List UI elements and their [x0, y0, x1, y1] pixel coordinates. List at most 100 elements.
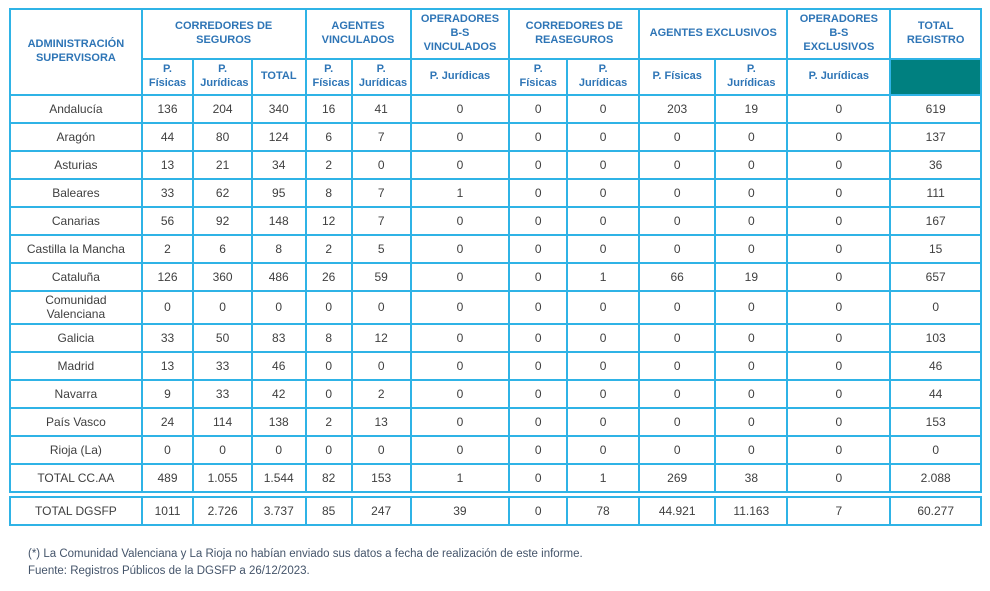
value-cell: 80: [192, 122, 253, 152]
value-cell: 0: [714, 234, 789, 264]
value-cell: 19: [714, 262, 789, 292]
value-cell: 62: [192, 178, 253, 208]
region-cell: Castilla la Mancha: [9, 234, 143, 264]
value-cell: 21: [192, 150, 253, 180]
value-cell: 83: [250, 322, 307, 353]
value-cell: 41: [350, 94, 412, 124]
value-cell: 0: [714, 350, 789, 381]
value-cell: 33: [140, 322, 195, 353]
value-cell: 2: [350, 378, 412, 409]
value-cell: 2: [140, 234, 195, 264]
value-cell: 489: [140, 462, 195, 493]
value-cell: 46: [250, 350, 307, 381]
value-cell: 0: [714, 290, 789, 325]
value-cell: 44.921: [638, 495, 717, 526]
table-header: ADMINISTRACIÓN SUPERVISORA CORREDORES DE…: [9, 8, 982, 96]
value-cell: 0: [786, 462, 892, 493]
value-cell: 0: [508, 234, 569, 264]
value-cell: 0: [638, 122, 717, 152]
value-cell: 0: [350, 150, 412, 180]
value-cell: 0: [409, 290, 511, 325]
value-cell: 12: [350, 322, 412, 353]
value-cell: 19: [714, 94, 789, 124]
value-cell: 0: [508, 206, 569, 236]
value-cell: 13: [140, 150, 195, 180]
value-cell: 2.088: [889, 462, 982, 493]
value-cell: 0: [566, 434, 641, 465]
value-cell: 0: [786, 350, 892, 381]
group-corredores-de-reaseguros: CORREDORES DE REASEGUROS: [508, 8, 641, 60]
region-cell: País Vasco: [9, 406, 143, 437]
value-cell: 0: [786, 206, 892, 236]
value-cell: 0: [508, 495, 569, 526]
row-canarias: Canarias 56 92 148 12 7 0 0 0 0 0 0 167: [9, 206, 982, 236]
value-cell: 66: [638, 262, 717, 292]
value-cell: 0: [508, 178, 569, 208]
value-cell: 0: [304, 378, 353, 409]
row-galicia: Galicia 33 50 83 8 12 0 0 0 0 0 0 103: [9, 322, 982, 353]
value-cell: 114: [192, 406, 253, 437]
value-cell: 42: [250, 378, 307, 409]
value-cell: 0: [714, 178, 789, 208]
value-cell: 82: [304, 462, 353, 493]
value-cell: 0: [304, 290, 353, 325]
value-cell: 0: [409, 378, 511, 409]
subheader-corredores-juridicas: P. Jurídicas: [192, 58, 253, 96]
value-cell: 0: [638, 406, 717, 437]
dgsfp-table-body: TOTAL DGSFP 1011 2.726 3.737 85 247 39 0 78 44.92…: [9, 495, 982, 526]
row-castilla-la-mancha: Castilla la Mancha 2 6 8 2 5 0 0 0 0 0 0 15: [9, 234, 982, 264]
value-cell: 46: [889, 350, 982, 381]
value-cell: 34: [250, 150, 307, 180]
value-cell: 0: [350, 350, 412, 381]
value-cell: 13: [140, 350, 195, 381]
value-cell: 203: [638, 94, 717, 124]
value-cell: 0: [786, 406, 892, 437]
region-cell: Aragón: [9, 122, 143, 152]
value-cell: 1: [566, 462, 641, 493]
subheader-reaseguros-juridicas: P. Jurídicas: [566, 58, 641, 96]
value-cell: 0: [786, 94, 892, 124]
value-cell: 0: [786, 150, 892, 180]
value-cell: 0: [409, 322, 511, 353]
value-cell: 0: [508, 378, 569, 409]
value-cell: 60.277: [889, 495, 982, 526]
row-andalucia: Andalucía 136 204 340 16 41 0 0 0 203 19 0 619: [9, 94, 982, 124]
value-cell: 0: [508, 290, 569, 325]
value-cell: 2: [304, 150, 353, 180]
value-cell: 0: [714, 434, 789, 465]
region-cell: Comunidad Valenciana: [9, 290, 143, 325]
region-cell: Asturias: [9, 150, 143, 180]
registro-mediadores-table: ADMINISTRACIÓN SUPERVISORA CORREDORES DE…: [9, 8, 982, 493]
value-cell: 1011: [140, 495, 195, 526]
row-pais-vasco: País Vasco 24 114 138 2 13 0 0 0 0 0 0 153: [9, 406, 982, 437]
value-cell: 0: [889, 290, 982, 325]
value-cell: 36: [889, 150, 982, 180]
value-cell: 0: [786, 262, 892, 292]
value-cell: 0: [638, 150, 717, 180]
value-cell: 0: [409, 94, 511, 124]
subheader-operadores-excl-juridicas: P. Jurídicas: [786, 58, 892, 96]
value-cell: 0: [714, 206, 789, 236]
value-cell: 0: [566, 290, 641, 325]
value-cell: 0: [566, 150, 641, 180]
value-cell: 167: [889, 206, 982, 236]
value-cell: 103: [889, 322, 982, 353]
value-cell: 44: [889, 378, 982, 409]
subheader-agentes-vinc-juridicas: P. Jurídicas: [350, 58, 412, 96]
row-rioja-la: Rioja (La) 0 0 0 0 0 0 0 0 0 0 0 0: [9, 434, 982, 465]
value-cell: 85: [304, 495, 353, 526]
value-cell: 148: [250, 206, 307, 236]
row-total-ccaa: TOTAL CC.AA 489 1.055 1.544 82 153 1 0 1 269 38 0 2.…: [9, 462, 982, 493]
value-cell: 92: [192, 206, 253, 236]
region-cell: TOTAL CC.AA: [9, 462, 143, 493]
footnotes: (*) La Comunidad Valenciana y La Rioja n…: [28, 546, 990, 581]
value-cell: 33: [140, 178, 195, 208]
value-cell: 360: [192, 262, 253, 292]
value-cell: 0: [304, 350, 353, 381]
value-cell: 59: [350, 262, 412, 292]
value-cell: 9: [140, 378, 195, 409]
group-header-row: ADMINISTRACIÓN SUPERVISORA CORREDORES DE…: [9, 8, 982, 96]
value-cell: 0: [786, 434, 892, 465]
value-cell: 0: [192, 434, 253, 465]
row-asturias: Asturias 13 21 34 2 0 0 0 0 0 0 0 36: [9, 150, 982, 180]
